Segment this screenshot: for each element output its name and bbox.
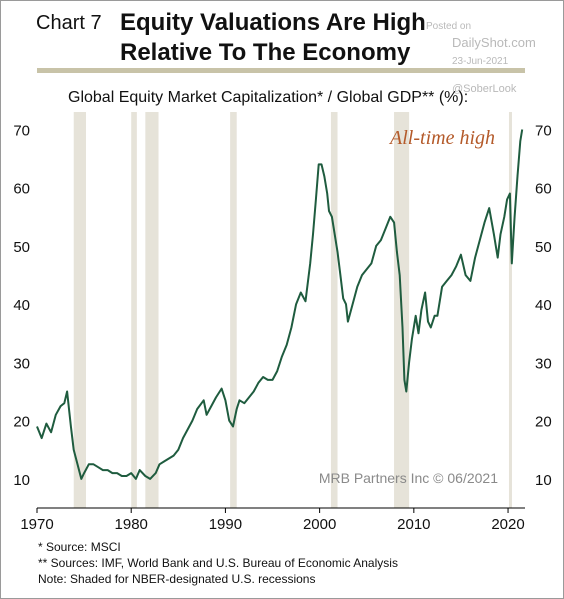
series-line	[36, 129, 524, 480]
chart-credit: MRB Partners Inc © 06/2021	[319, 470, 498, 486]
y-tick-label-right: 10	[535, 472, 552, 489]
chart-number: Chart 7	[36, 12, 102, 34]
watermark-handle: @SoberLook	[452, 83, 517, 95]
watermark-date: 23-Jun-2021	[452, 56, 509, 67]
y-tick-label-left: 30	[13, 355, 30, 372]
watermark-posted-on: Posted on	[426, 21, 472, 32]
recession-band	[330, 112, 338, 508]
annotation-all-time-high: All-time high	[388, 127, 495, 149]
y-tick-label-left: 20	[13, 414, 30, 431]
recession-band	[230, 112, 237, 508]
x-tick-label: 2020	[491, 516, 524, 533]
footnote-sources: ** Sources: IMF, World Bank and U.S. Bur…	[38, 556, 398, 570]
x-tick-label: 1990	[209, 516, 242, 533]
chart-title: Equity Valuations Are High Relative To T…	[120, 9, 426, 66]
y-tick-label-left: 40	[13, 297, 30, 314]
y-tick-label-right: 60	[535, 181, 552, 198]
y-tick-label-right: 40	[535, 297, 552, 314]
y-tick-label-left: 60	[13, 181, 30, 198]
footnote-note: Note: Shaded for NBER-designated U.S. re…	[38, 572, 316, 586]
y-tick-label-left: 50	[13, 239, 30, 256]
y-tick-label-left: 70	[13, 122, 30, 139]
x-tick-label: 2000	[303, 516, 336, 533]
y-tick-label-right: 20	[535, 414, 552, 431]
x-tick-label: 1980	[115, 516, 148, 533]
x-tick-label: 2010	[397, 516, 430, 533]
chart-subtitle: Global Equity Market Capitalization* / G…	[68, 89, 469, 106]
recession-band	[131, 112, 137, 508]
recession-band	[508, 112, 512, 508]
y-tick-label-left: 10	[13, 472, 30, 489]
title-rule	[37, 68, 525, 73]
y-tick-label-right: 50	[535, 239, 552, 256]
recession-band	[73, 112, 86, 508]
footnote-source: * Source: MSCI	[38, 540, 121, 554]
y-tick-label-right: 30	[535, 355, 552, 372]
y-tick-label-right: 70	[535, 122, 552, 139]
recession-band	[145, 112, 159, 508]
x-tick-label: 1970	[20, 516, 53, 533]
watermark-site: DailyShot.com	[452, 35, 536, 50]
